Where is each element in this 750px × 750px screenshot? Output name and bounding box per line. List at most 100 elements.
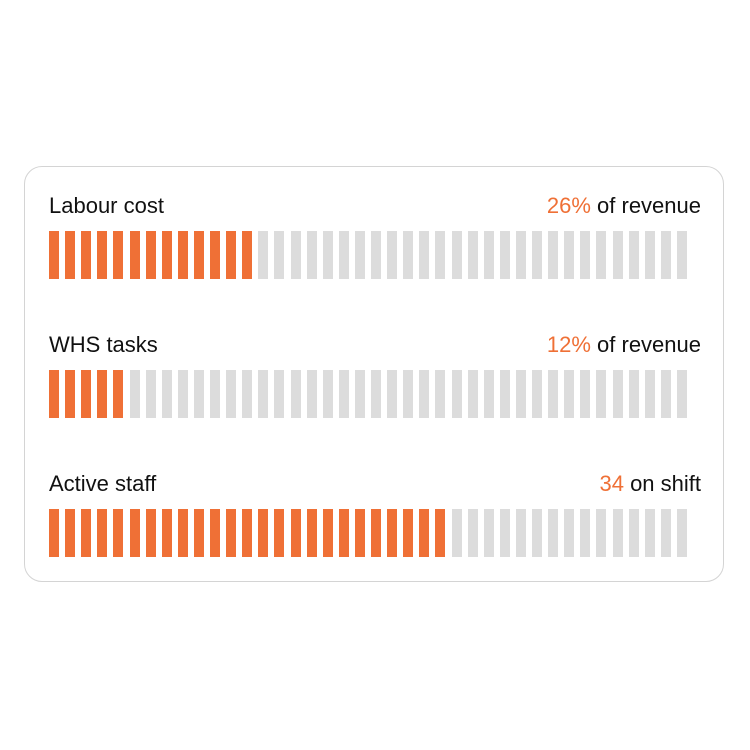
bar-segment-empty bbox=[177, 370, 188, 418]
bar-segment-filled bbox=[210, 509, 220, 557]
bar-segment-empty bbox=[435, 231, 446, 279]
bar-segment-empty bbox=[548, 231, 559, 279]
bar-segment-filled bbox=[242, 509, 253, 557]
bar-segment-empty bbox=[467, 509, 478, 557]
metric-value-number: 26% bbox=[546, 193, 591, 218]
bar-segment-empty bbox=[612, 509, 623, 557]
bar-segment-empty bbox=[306, 231, 317, 279]
bar-segment-empty bbox=[451, 509, 462, 557]
segmented-progress-bar bbox=[49, 509, 703, 557]
bar-segment-empty bbox=[660, 231, 671, 279]
metric-value-suffix: of revenue bbox=[590, 332, 701, 357]
bar-segment-filled bbox=[371, 509, 381, 557]
bar-segment-empty bbox=[451, 231, 462, 279]
bar-segment-empty bbox=[499, 231, 510, 279]
bar-segment-empty bbox=[387, 231, 398, 279]
bar-segment-empty bbox=[660, 370, 671, 418]
bar-segment-filled bbox=[387, 509, 398, 557]
bar-segment-empty bbox=[612, 370, 623, 418]
bar-segment-empty bbox=[596, 509, 607, 557]
metric-value: 26% of revenue bbox=[547, 191, 701, 221]
metric-labour-cost: Labour cost 26% of revenue bbox=[49, 191, 701, 279]
bar-segment-filled bbox=[258, 509, 269, 557]
bar-segment-filled bbox=[49, 231, 59, 279]
bar-segment-empty bbox=[515, 370, 526, 418]
segmented-progress-bar bbox=[49, 370, 703, 418]
bar-segment-empty bbox=[564, 370, 575, 418]
bar-segment-empty bbox=[419, 370, 430, 418]
bar-segment-filled bbox=[161, 509, 172, 557]
bar-segment-filled bbox=[322, 509, 333, 557]
bar-segment-empty bbox=[210, 370, 220, 418]
metric-value-suffix: of revenue bbox=[590, 193, 701, 218]
bar-segment-filled bbox=[290, 509, 301, 557]
bar-segment-empty bbox=[274, 370, 285, 418]
bar-segment-empty bbox=[129, 370, 140, 418]
bar-segment-filled bbox=[161, 231, 172, 279]
bar-segment-filled bbox=[177, 231, 188, 279]
metric-value-number: 34 bbox=[599, 471, 624, 496]
bar-segment-empty bbox=[193, 370, 204, 418]
bar-segment-filled bbox=[226, 509, 237, 557]
metric-active-staff: Active staff 34 on shift bbox=[49, 469, 701, 557]
bar-segment-empty bbox=[644, 509, 655, 557]
metric-value: 12% of revenue bbox=[547, 330, 701, 360]
bar-segment-empty bbox=[274, 231, 285, 279]
metric-header: Labour cost 26% of revenue bbox=[49, 191, 701, 221]
segmented-progress-bar bbox=[49, 231, 703, 279]
bar-segment-filled bbox=[129, 509, 140, 557]
bar-segment-filled bbox=[435, 509, 446, 557]
bar-segment-filled bbox=[242, 231, 253, 279]
bar-segment-empty bbox=[354, 370, 365, 418]
bar-segment-filled bbox=[338, 509, 349, 557]
bar-segment-empty bbox=[403, 370, 414, 418]
bar-segment-filled bbox=[97, 370, 108, 418]
bar-segment-filled bbox=[113, 231, 124, 279]
bar-segment-empty bbox=[612, 231, 623, 279]
bar-segment-empty bbox=[354, 231, 365, 279]
bar-segment-empty bbox=[628, 370, 639, 418]
bar-segment-empty bbox=[532, 231, 542, 279]
bar-segment-empty bbox=[499, 509, 510, 557]
bar-segment-empty bbox=[242, 370, 253, 418]
bar-segment-filled bbox=[81, 370, 92, 418]
bar-segment-empty bbox=[403, 231, 414, 279]
metric-whs-tasks: WHS tasks 12% of revenue bbox=[49, 330, 701, 418]
bar-segment-filled bbox=[97, 509, 108, 557]
bar-segment-empty bbox=[548, 370, 559, 418]
metric-value: 34 on shift bbox=[599, 469, 701, 499]
bar-segment-empty bbox=[580, 509, 591, 557]
bar-segment-filled bbox=[193, 509, 204, 557]
bar-segment-filled bbox=[113, 509, 124, 557]
bar-segment-filled bbox=[306, 509, 317, 557]
bar-segment-empty bbox=[644, 231, 655, 279]
bar-segment-filled bbox=[145, 509, 156, 557]
bar-segment-empty bbox=[628, 231, 639, 279]
bar-segment-filled bbox=[177, 509, 188, 557]
bar-segment-filled bbox=[226, 231, 237, 279]
bar-segment-empty bbox=[483, 370, 494, 418]
bar-segment-empty bbox=[515, 509, 526, 557]
bar-segment-empty bbox=[258, 231, 269, 279]
bar-segment-filled bbox=[49, 509, 59, 557]
metric-label: Labour cost bbox=[49, 193, 164, 218]
metric-header: WHS tasks 12% of revenue bbox=[49, 330, 701, 360]
bar-segment-empty bbox=[596, 231, 607, 279]
bar-segment-filled bbox=[210, 231, 220, 279]
bar-segment-empty bbox=[660, 509, 671, 557]
bar-segment-empty bbox=[532, 370, 542, 418]
bar-segment-empty bbox=[596, 370, 607, 418]
bar-segment-filled bbox=[419, 509, 430, 557]
bar-segment-filled bbox=[145, 231, 156, 279]
bar-segment-empty bbox=[451, 370, 462, 418]
bar-segment-empty bbox=[290, 231, 301, 279]
metric-label: Active staff bbox=[49, 471, 157, 496]
bar-segment-empty bbox=[338, 231, 349, 279]
bar-segment-empty bbox=[515, 231, 526, 279]
bar-segment-empty bbox=[290, 370, 301, 418]
bar-segment-empty bbox=[258, 370, 269, 418]
bar-segment-empty bbox=[580, 231, 591, 279]
bar-segment-empty bbox=[499, 370, 510, 418]
bar-segment-empty bbox=[628, 509, 639, 557]
bar-segment-empty bbox=[322, 370, 333, 418]
